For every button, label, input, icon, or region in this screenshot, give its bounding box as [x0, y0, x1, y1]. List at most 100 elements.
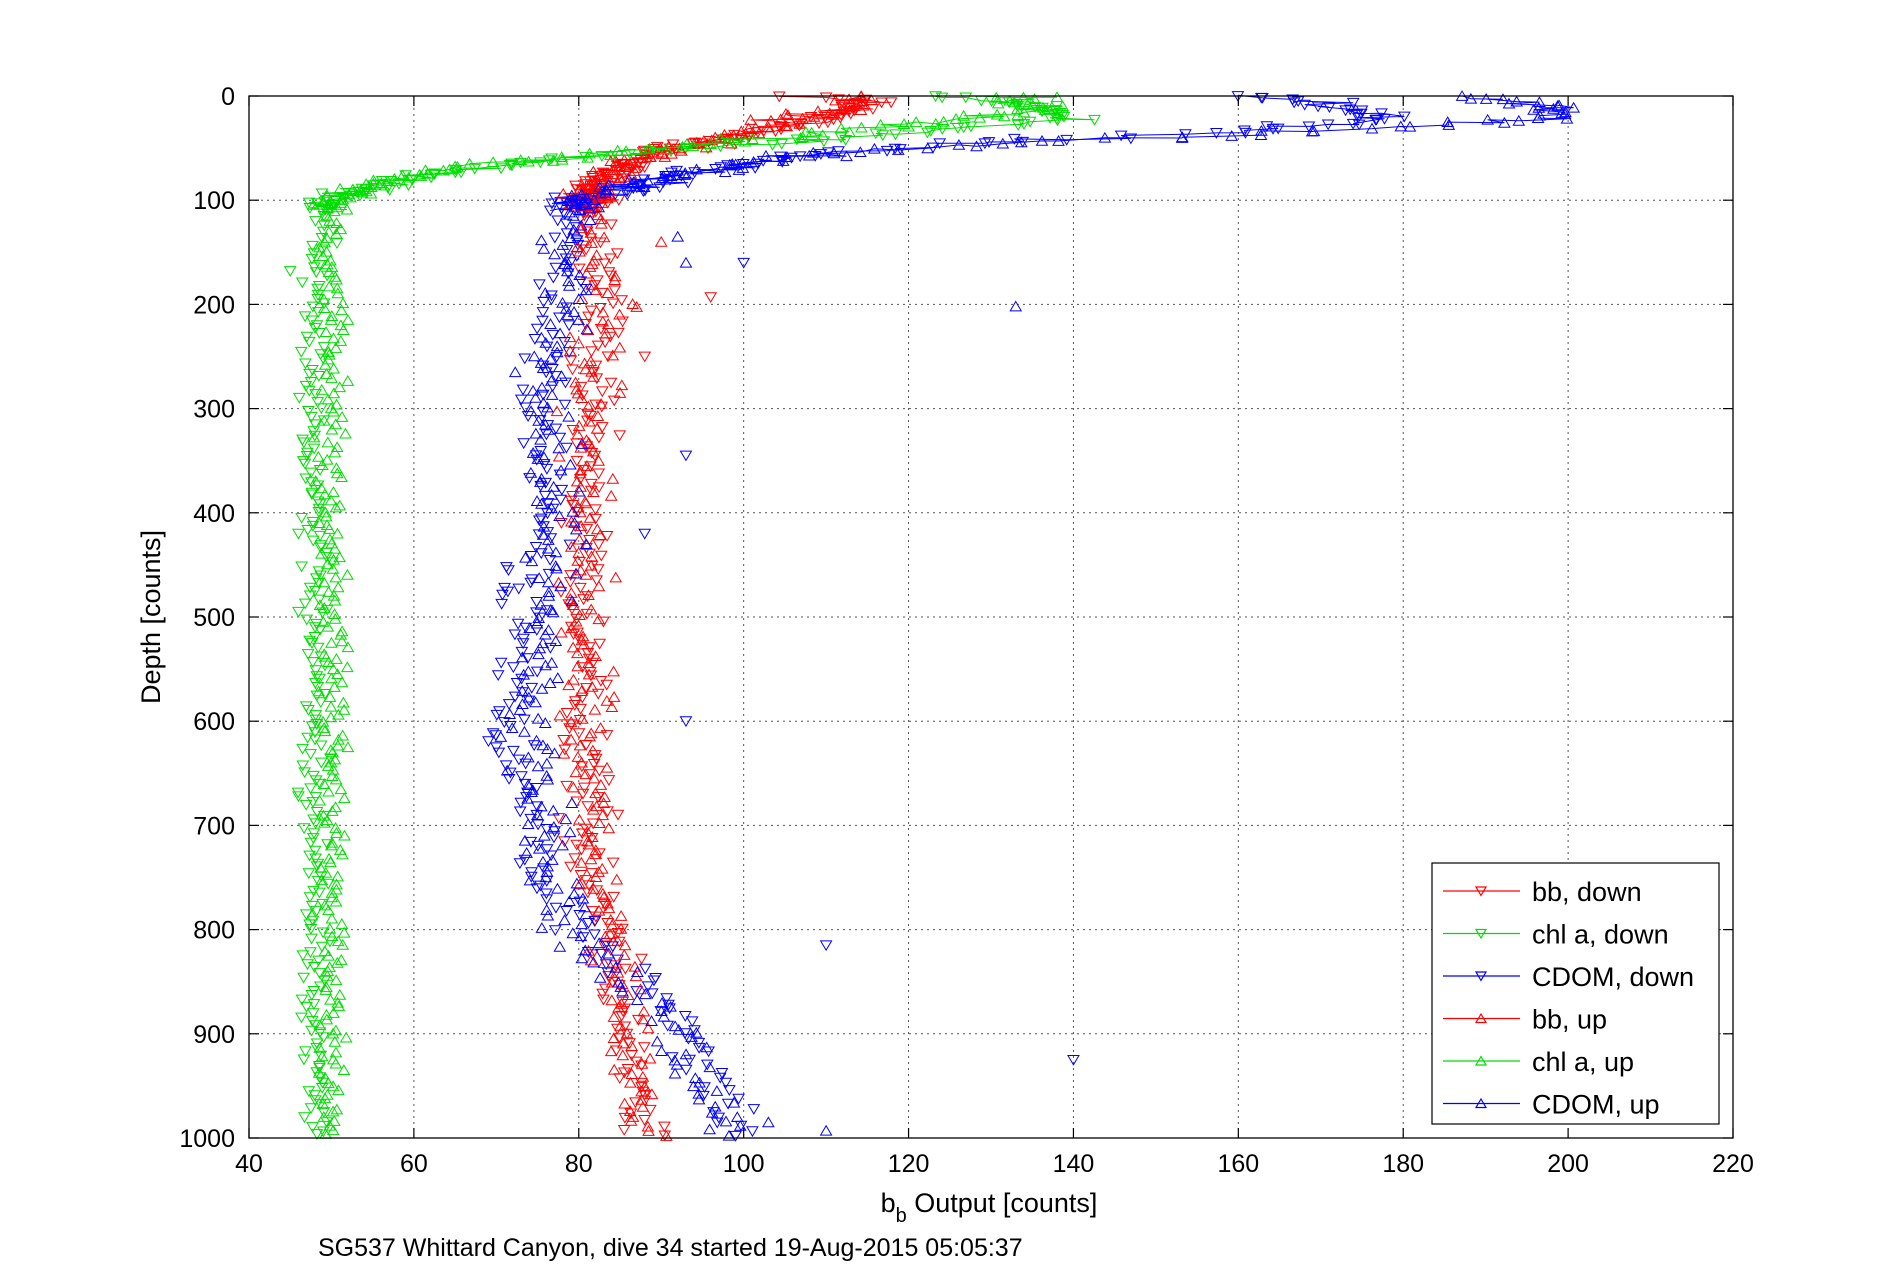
data-point — [1056, 100, 1070, 112]
data-point — [541, 909, 555, 921]
data-point — [601, 351, 615, 363]
data-point — [502, 565, 515, 577]
data-point — [315, 547, 328, 559]
data-point — [311, 681, 325, 693]
data-point — [1045, 101, 1059, 113]
data-point — [336, 324, 350, 335]
x-tick-label: 40 — [235, 1150, 263, 1178]
data-point — [606, 164, 620, 176]
data-point-outlier — [1009, 300, 1023, 312]
data-point — [588, 703, 602, 715]
data-point — [793, 151, 807, 163]
data-point — [735, 157, 749, 168]
data-point — [555, 517, 568, 529]
data-point — [567, 209, 580, 221]
data-point — [323, 922, 337, 934]
data-point — [583, 415, 596, 427]
data-point — [584, 305, 598, 317]
data-point — [530, 801, 544, 813]
data-point — [539, 336, 553, 348]
data-point — [421, 167, 435, 179]
data-point — [314, 740, 328, 752]
data-point — [292, 392, 306, 404]
data-point — [521, 665, 535, 677]
data-point — [339, 1031, 353, 1043]
data-point — [575, 844, 588, 856]
data-point — [949, 113, 963, 124]
data-point — [333, 988, 347, 1000]
data-point — [548, 747, 561, 759]
data-point — [566, 500, 580, 511]
data-point — [533, 612, 547, 624]
data-point — [329, 974, 343, 986]
data-point — [437, 164, 450, 176]
data-point — [324, 494, 338, 506]
data-point — [817, 136, 831, 148]
data-point — [558, 914, 571, 926]
data-point-outlier — [819, 940, 833, 952]
data-point — [320, 814, 334, 826]
data-point — [1552, 99, 1566, 111]
data-point — [839, 134, 853, 146]
data-point — [298, 1112, 311, 1124]
data-point — [517, 438, 531, 450]
data-point — [535, 472, 548, 484]
data-point — [578, 901, 592, 913]
data-point — [305, 933, 318, 945]
data-point — [1124, 133, 1138, 145]
data-point — [902, 120, 915, 132]
data-point — [581, 887, 595, 899]
data-point-outlier — [498, 582, 511, 594]
data-point — [1351, 112, 1365, 124]
data-point — [570, 877, 584, 889]
data-point — [1510, 95, 1524, 107]
data-point — [548, 232, 562, 244]
data-point — [541, 401, 554, 413]
data-point — [593, 971, 607, 983]
data-point — [566, 599, 580, 611]
data-point — [563, 723, 576, 735]
data-point — [295, 277, 309, 289]
data-point — [1011, 120, 1025, 131]
data-point — [582, 436, 596, 448]
data-point — [576, 932, 590, 944]
data-point — [658, 1121, 671, 1133]
legend-item: bb, down — [1443, 877, 1642, 907]
data-point — [744, 114, 757, 125]
data-point — [319, 983, 333, 995]
data-point — [328, 612, 342, 624]
data-point — [541, 576, 555, 588]
data-point — [523, 622, 537, 633]
data-point — [687, 1080, 700, 1092]
x-axis-label-rest: Output [counts] — [907, 1188, 1098, 1218]
data-point — [573, 715, 587, 726]
data-point — [599, 183, 613, 195]
data-point — [1498, 116, 1511, 128]
data-point — [707, 1107, 720, 1118]
data-point — [295, 1012, 308, 1024]
data-point — [571, 647, 584, 659]
data-point — [324, 993, 337, 1005]
data-point — [855, 121, 868, 133]
data-point — [700, 1059, 714, 1071]
data-point — [538, 829, 551, 841]
data-point — [544, 374, 558, 386]
y-tick-label: 0 — [221, 83, 235, 111]
data-point — [889, 129, 902, 141]
data-point — [614, 981, 628, 992]
data-point — [832, 94, 845, 106]
data-point — [578, 198, 592, 210]
data-point — [745, 133, 759, 144]
data-point — [304, 837, 318, 849]
data-point — [521, 751, 535, 763]
data-point — [299, 473, 313, 485]
data-point — [607, 691, 621, 702]
legend: bb, down chl a, down CDOM, down bb, up chl a… — [1431, 862, 1720, 1125]
data-point — [746, 1126, 759, 1138]
data-point — [580, 524, 594, 535]
data-point — [555, 370, 568, 381]
data-point — [630, 986, 644, 998]
data-point — [568, 198, 582, 210]
data-point — [1291, 96, 1305, 108]
data-point — [413, 168, 426, 180]
